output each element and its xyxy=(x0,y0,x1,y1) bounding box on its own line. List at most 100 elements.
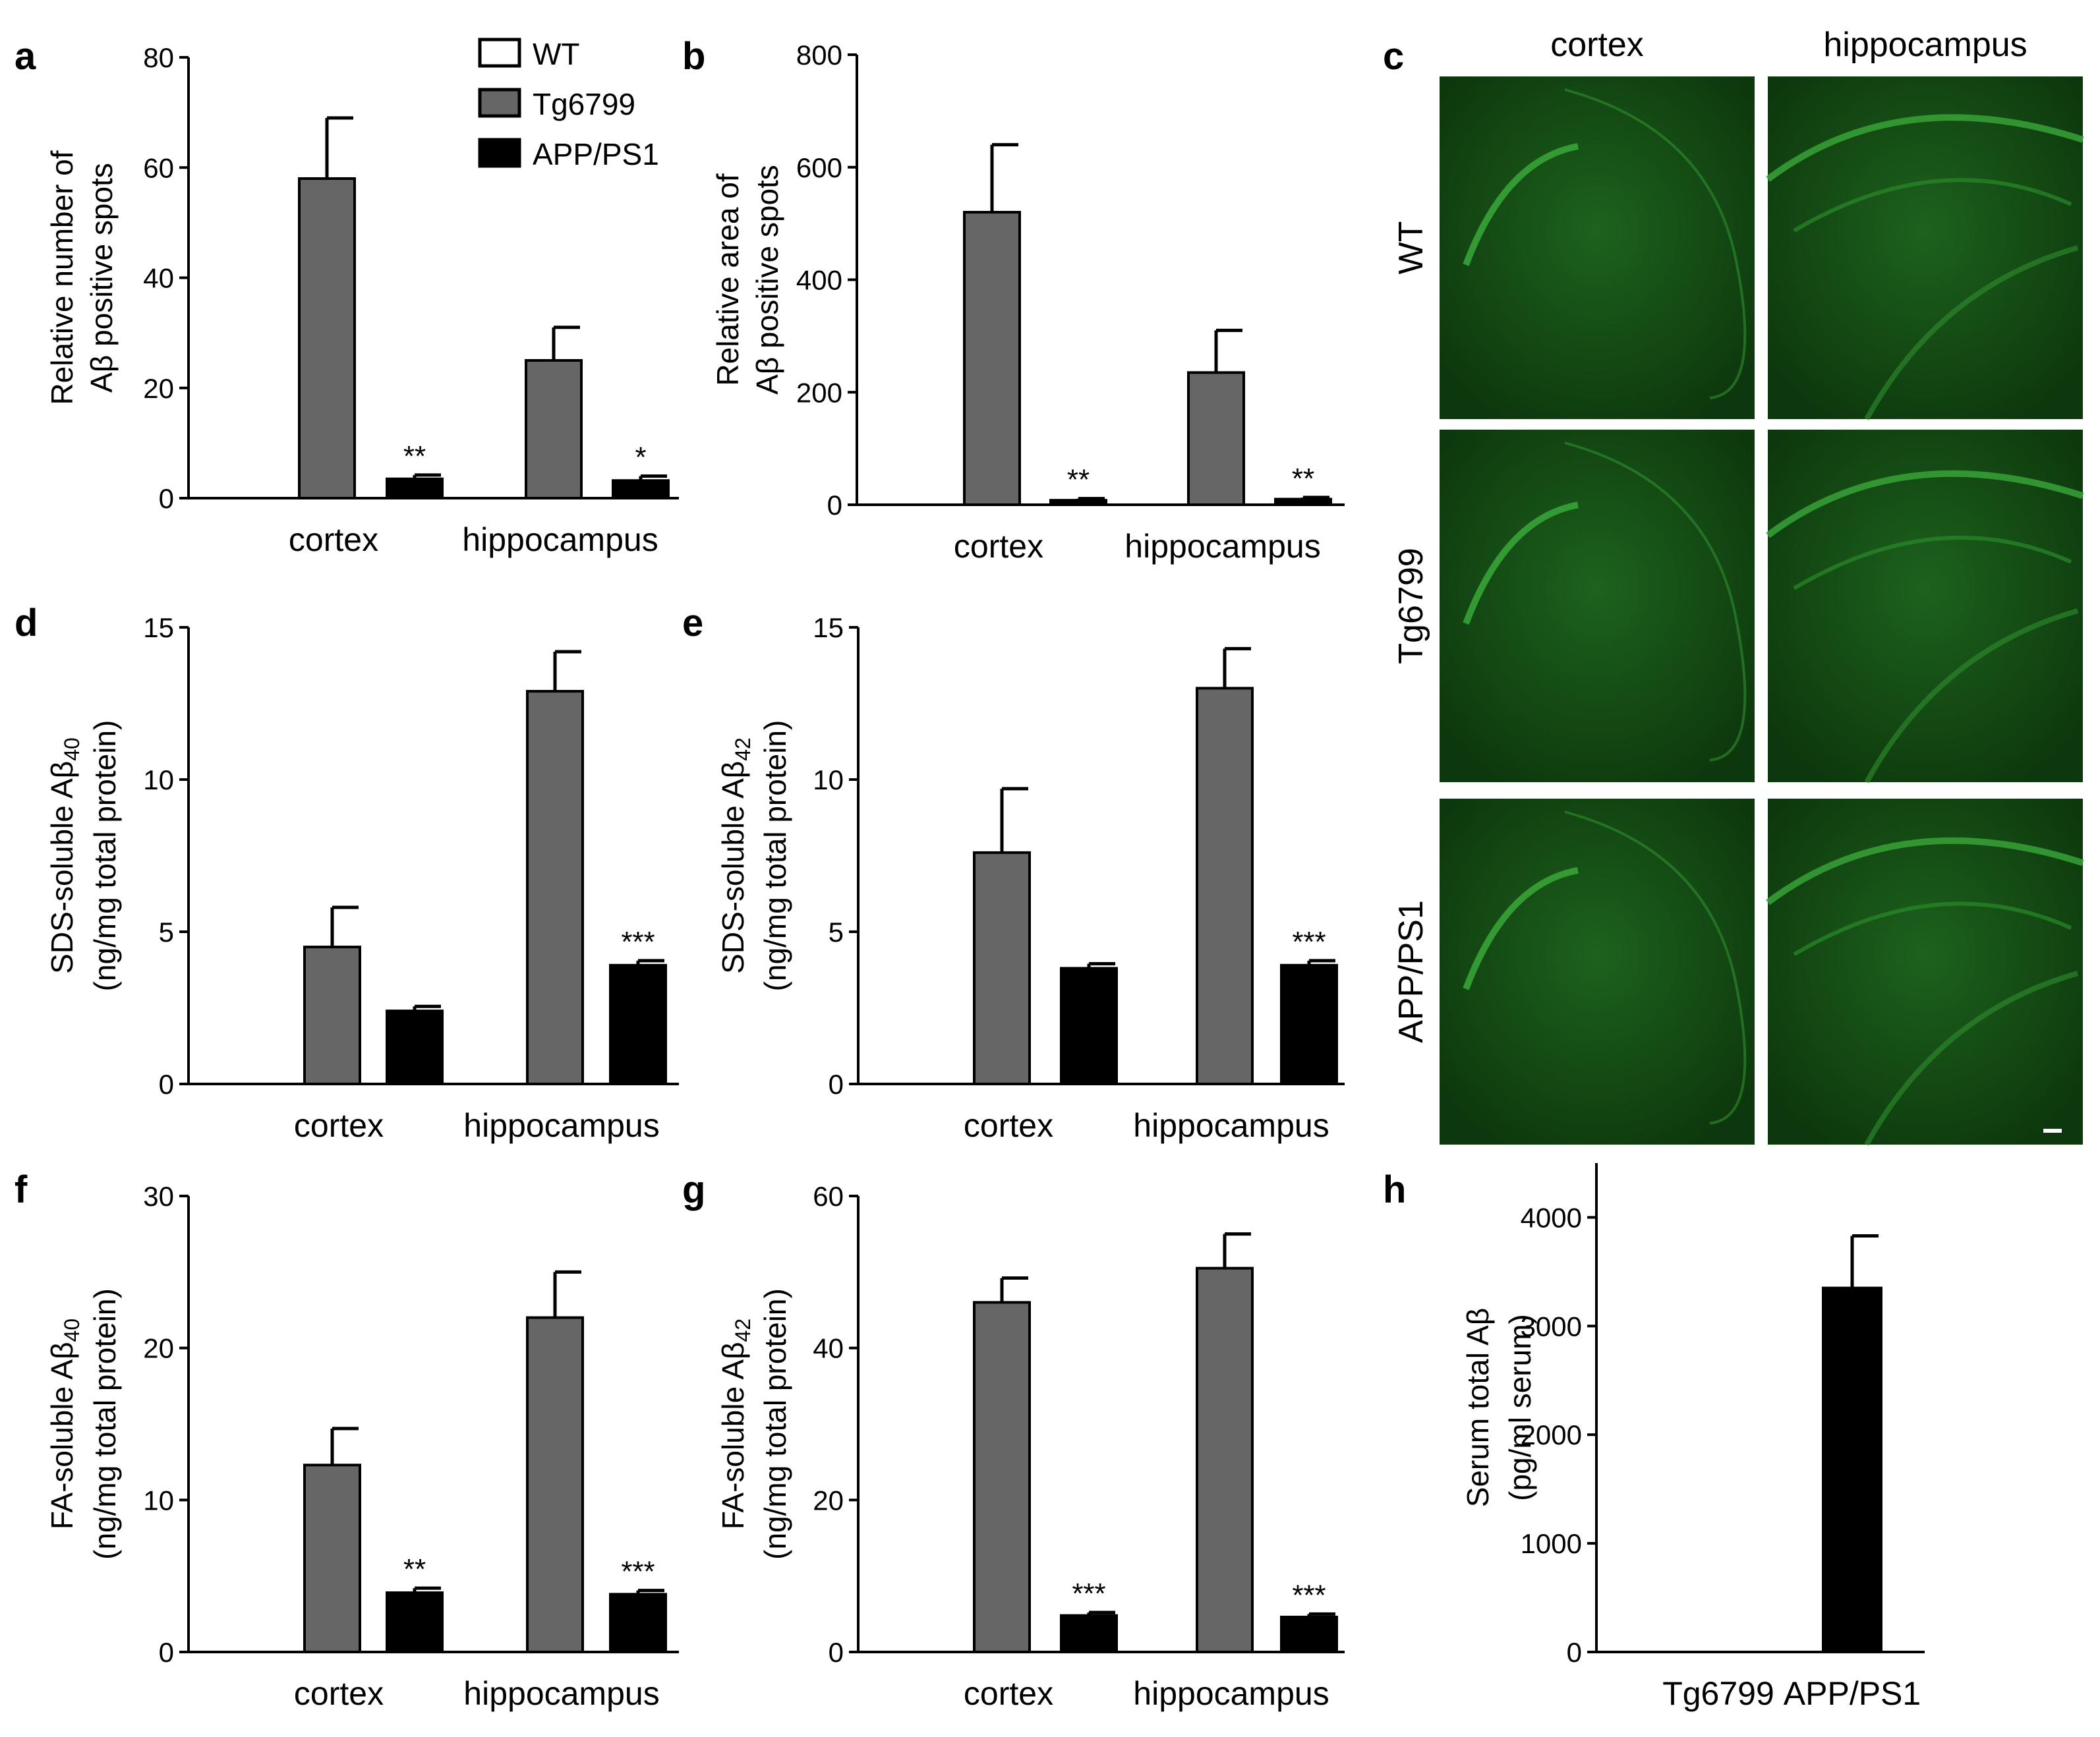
x-category-label: cortex xyxy=(289,521,378,558)
legend-swatch xyxy=(478,138,521,168)
significance-marker: ** xyxy=(1292,463,1314,495)
subscript: 42 xyxy=(731,1319,755,1342)
y-tick-label: 20 xyxy=(143,1333,174,1364)
stain-band xyxy=(1793,901,2072,956)
x-category-label: APP/PS1 xyxy=(1784,1675,1921,1712)
y-tick-label: 20 xyxy=(813,1485,844,1516)
tissue-section xyxy=(1768,76,2083,419)
panel-letter: c xyxy=(1383,35,1404,78)
y-tick-label: 5 xyxy=(159,917,174,948)
y-tick-label: 800 xyxy=(796,40,842,71)
micrograph-row-label: APP/PS1 xyxy=(1392,900,1430,1043)
micrograph-row-label: Tg6799 xyxy=(1392,548,1430,664)
y-axis-label: Relative area of xyxy=(711,173,745,385)
subscript: 42 xyxy=(731,737,755,761)
y-tick-label: 0 xyxy=(829,1637,844,1668)
y-tick-label: 60 xyxy=(813,1181,844,1212)
y-tick-label: 60 xyxy=(143,152,174,183)
stain-band xyxy=(1864,971,2079,1146)
chart-panel-f: f 0 10 20 30 FA-soluble Aβ40 (ng/mg total prot… xyxy=(15,1168,679,1712)
micrograph-row-label: WT xyxy=(1392,221,1430,275)
y-axis-label: Aβ positive spots xyxy=(84,163,119,393)
legend: WT Tg6799 APP/PS1 xyxy=(478,37,659,171)
y-tick-label: 2000 xyxy=(1521,1419,1582,1450)
bar-appps1-cortex xyxy=(1060,1614,1118,1653)
tissue-section xyxy=(1440,430,1755,782)
panel-letter: g xyxy=(682,1168,705,1211)
y-tick-label: 15 xyxy=(813,612,844,643)
stain-band xyxy=(1766,114,2084,183)
panel-letter: e xyxy=(682,602,703,644)
stain-band xyxy=(1793,535,2072,590)
micrograph-column-label: cortex xyxy=(1550,26,1644,64)
stain-band xyxy=(1463,867,1579,990)
bar-tg6799-cortex xyxy=(303,946,361,1085)
x-category-label: cortex xyxy=(964,1107,1053,1144)
y-tick-label: 200 xyxy=(796,377,842,408)
bar-appps1-cortex xyxy=(1060,967,1118,1085)
chart-panel-d: d 0 5 10 15 SDS-soluble Aβ40 (ng/mg total prot… xyxy=(15,602,679,1144)
y-axis-label: (ng/mg total protein) xyxy=(758,720,792,992)
significance-marker: *** xyxy=(1292,926,1326,958)
stain-band xyxy=(1793,178,2072,233)
bar-tg6799-cortex xyxy=(298,177,356,499)
panel-letter: f xyxy=(15,1168,28,1211)
chart-panel-h: h 0 1000 2000 3000 4000 Serum total Aβ (pg/ml s… xyxy=(1383,1163,1925,1712)
bar-tg6799-cortex xyxy=(963,211,1021,506)
stain-band xyxy=(1463,501,1579,625)
x-category-label: hippocampus xyxy=(1133,1107,1329,1144)
y-tick-label: 1000 xyxy=(1521,1528,1582,1559)
significance-marker: *** xyxy=(621,926,655,958)
chart-panel-g: g 0 20 40 60 FA-soluble Aβ42 (ng/mg total prot… xyxy=(682,1168,1345,1712)
panel-letter: h xyxy=(1383,1168,1406,1211)
x-category-label: hippocampus xyxy=(1133,1675,1329,1712)
x-category-label: hippocampus xyxy=(462,521,658,558)
legend-swatch xyxy=(478,38,521,68)
y-tick-label: 30 xyxy=(143,1181,174,1212)
x-category-label: cortex xyxy=(294,1107,384,1144)
bar-tg6799-hippocampus xyxy=(525,358,583,499)
legend-label: APP/PS1 xyxy=(533,137,659,171)
chart-panel-e: e 0 5 10 15 SDS-soluble Aβ42 (ng/mg total prot… xyxy=(682,602,1345,1144)
y-tick-label: 80 xyxy=(143,42,174,73)
micrograph-column-label: hippocampus xyxy=(1823,26,2027,64)
bar-appps1-hippocampus xyxy=(1280,1615,1338,1654)
bar-appps1-hippocampus xyxy=(1274,498,1332,507)
y-tick-label: 400 xyxy=(796,265,842,296)
stain-band xyxy=(1864,245,2079,420)
bar-tg6799-hippocampus xyxy=(1187,371,1245,507)
legend-label: WT xyxy=(533,37,580,71)
legend-label: Tg6799 xyxy=(533,87,635,121)
y-axis-label: FA-soluble Aβ40 xyxy=(45,1319,84,1529)
y-axis-label: (ng/mg total protein) xyxy=(88,1288,122,1560)
y-axis-label: Relative number of xyxy=(45,150,79,405)
y-tick-label: 4000 xyxy=(1521,1202,1582,1233)
tissue-section xyxy=(1768,430,2083,782)
tissue-edge xyxy=(1564,811,1747,1125)
bar-tg6799-hippocampus xyxy=(526,1316,584,1653)
y-tick-label: 0 xyxy=(827,490,842,521)
y-axis-label: Serum total Aβ xyxy=(1461,1308,1495,1508)
panel-letter: a xyxy=(15,35,36,78)
y-tick-label: 0 xyxy=(1567,1637,1582,1668)
stain-band xyxy=(1864,608,2079,783)
bar-tg6799-cortex xyxy=(973,851,1031,1085)
y-axis-label: (ng/mg total protein) xyxy=(88,720,122,992)
y-tick-label: 0 xyxy=(829,1069,844,1100)
y-tick-label: 40 xyxy=(143,263,174,294)
panel-letter: d xyxy=(15,602,38,644)
bar-appps1-cortex xyxy=(1049,499,1107,506)
x-category-label: hippocampus xyxy=(463,1107,659,1144)
subscript: 40 xyxy=(60,1319,84,1342)
stain-band xyxy=(1766,837,2084,905)
chart-panel-b: b 0 200 400 600 800 Relative area of Aβ positiv… xyxy=(682,35,1345,565)
significance-marker: * xyxy=(635,441,646,474)
x-category-label: hippocampus xyxy=(463,1675,659,1712)
y-tick-label: 10 xyxy=(143,764,174,795)
bar-appps1-cortex xyxy=(386,477,444,500)
micrograph-panel-c: c cortex hippocampus WT Tg6799 APP/PS1 xyxy=(1383,26,2084,1146)
bar-appps1-cortex xyxy=(386,1591,444,1654)
significance-marker: *** xyxy=(621,1556,655,1588)
y-axis-label: SDS-soluble Aβ42 xyxy=(716,737,755,974)
x-category-label: cortex xyxy=(964,1675,1053,1712)
